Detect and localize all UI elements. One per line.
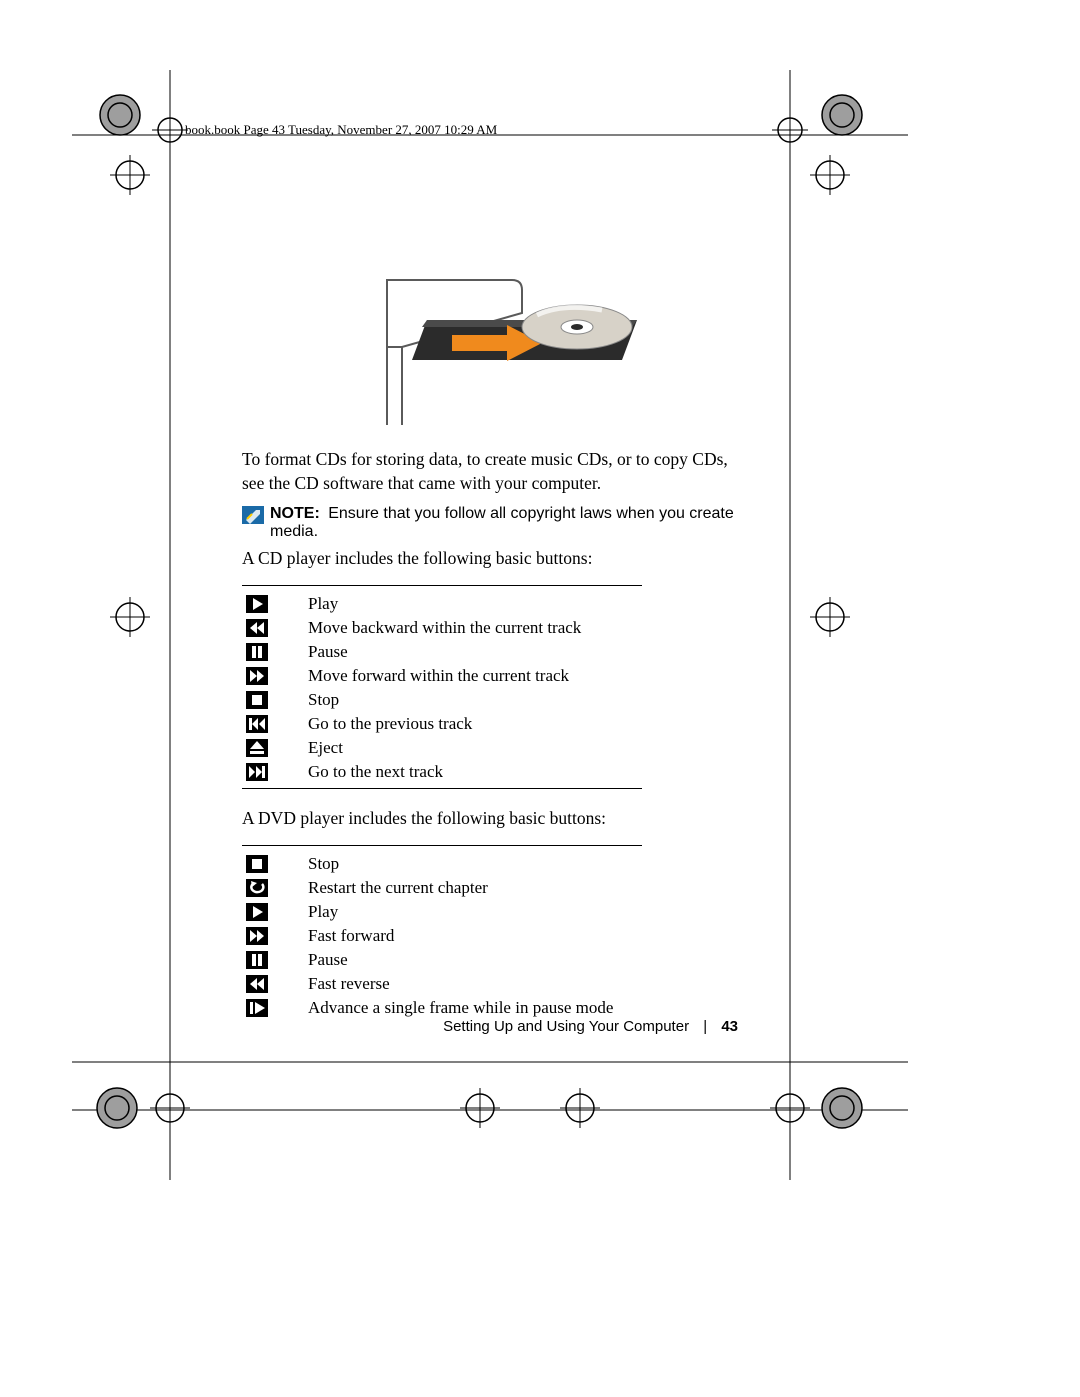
button-label: Restart the current chapter xyxy=(308,878,488,898)
button-row: Move forward within the current track xyxy=(242,664,642,688)
button-label: Stop xyxy=(308,854,339,874)
skip-back-icon xyxy=(246,619,268,637)
next-track-icon xyxy=(246,763,268,781)
footer-page-number: 43 xyxy=(721,1018,738,1035)
stop-icon xyxy=(246,855,268,873)
button-row: Fast reverse xyxy=(242,972,642,996)
footer-section: Setting Up and Using Your Computer xyxy=(443,1018,689,1035)
fast-forward-icon xyxy=(246,927,268,945)
button-label: Fast reverse xyxy=(308,974,390,994)
note-icon xyxy=(242,506,264,524)
paragraph-dvd-buttons: A DVD player includes the following basi… xyxy=(242,807,742,831)
dvd-buttons-table: Stop Restart the current chapter Play Fast … xyxy=(242,845,642,1024)
button-row: Eject xyxy=(242,736,642,760)
skip-forward-icon xyxy=(246,667,268,685)
button-row: Go to the previous track xyxy=(242,712,642,736)
play-icon xyxy=(246,903,268,921)
button-label: Pause xyxy=(308,950,348,970)
button-label: Play xyxy=(308,902,338,922)
note-callout: NOTE: Ensure that you follow all copyrig… xyxy=(242,505,742,541)
page-content: To format CDs for storing data, to creat… xyxy=(242,275,742,1024)
manual-page: book.book Page 43 Tuesday, November 27, … xyxy=(0,0,1080,1397)
footer-separator: | xyxy=(703,1018,707,1035)
fast-reverse-icon xyxy=(246,975,268,993)
page-footer: Setting Up and Using Your Computer | 43 xyxy=(0,1018,1080,1035)
cd-drive-illustration xyxy=(332,275,652,430)
button-row: Advance a single frame while in pause mo… xyxy=(242,996,642,1020)
paragraph-format-cds: To format CDs for storing data, to creat… xyxy=(242,448,742,495)
button-label: Advance a single frame while in pause mo… xyxy=(308,998,613,1018)
reg-mark xyxy=(110,155,150,195)
stop-icon xyxy=(246,691,268,709)
play-icon xyxy=(246,595,268,613)
button-row: Move backward within the current track xyxy=(242,616,642,640)
prev-track-icon xyxy=(246,715,268,733)
note-text: Ensure that you follow all copyright law… xyxy=(270,505,734,540)
frame-advance-icon xyxy=(246,999,268,1017)
button-row: Restart the current chapter xyxy=(242,876,642,900)
button-label: Pause xyxy=(308,642,348,662)
note-label: NOTE: xyxy=(270,505,320,522)
print-meta-line: book.book Page 43 Tuesday, November 27, … xyxy=(185,122,497,138)
button-row: Stop xyxy=(242,852,642,876)
button-label: Move forward within the current track xyxy=(308,666,569,686)
button-label: Play xyxy=(308,594,338,614)
button-row: Play xyxy=(242,592,642,616)
pause-icon xyxy=(246,643,268,661)
button-label: Go to the next track xyxy=(308,762,443,782)
button-label: Fast forward xyxy=(308,926,394,946)
button-row: Stop xyxy=(242,688,642,712)
button-row: Pause xyxy=(242,640,642,664)
cd-buttons-table: Play Move backward within the current tra… xyxy=(242,585,642,789)
eject-icon xyxy=(246,739,268,757)
button-row: Fast forward xyxy=(242,924,642,948)
button-row: Go to the next track xyxy=(242,760,642,784)
button-label: Move backward within the current track xyxy=(308,618,581,638)
paragraph-cd-buttons: A CD player includes the following basic… xyxy=(242,547,742,571)
pause-icon xyxy=(246,951,268,969)
restart-icon xyxy=(246,879,268,897)
button-row: Play xyxy=(242,900,642,924)
button-label: Go to the previous track xyxy=(308,714,472,734)
button-row: Pause xyxy=(242,948,642,972)
button-label: Eject xyxy=(308,738,343,758)
button-label: Stop xyxy=(308,690,339,710)
